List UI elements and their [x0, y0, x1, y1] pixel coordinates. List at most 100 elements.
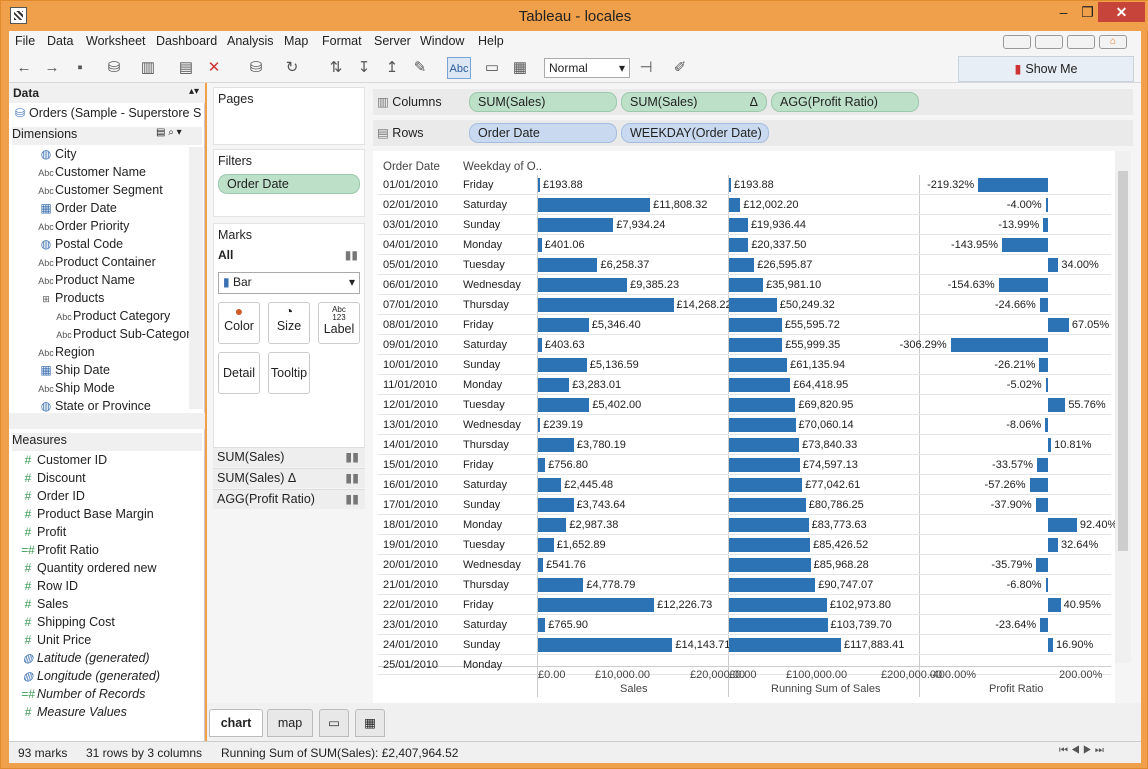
annotate-icon[interactable]: ✐	[673, 59, 687, 76]
tab-chart[interactable]: chart	[209, 709, 263, 737]
profit-ratio-bar[interactable]	[1040, 618, 1048, 632]
column-pill-sum-sales[interactable]: SUM(Sales)	[469, 92, 617, 112]
sales-bar[interactable]	[538, 238, 542, 252]
menu-file[interactable]: File	[15, 34, 36, 48]
dimension-field[interactable]: AbcProduct Sub-Categor	[55, 327, 189, 345]
maximize-icon[interactable]: ❐	[1081, 4, 1094, 20]
refresh-icon[interactable]: ↻	[285, 59, 299, 76]
running-sales-bar[interactable]	[729, 498, 806, 512]
dimension-field[interactable]: AbcOrder Priority	[37, 219, 189, 237]
measure-field[interactable]: =# Number of Records	[19, 687, 201, 705]
sales-bar[interactable]	[538, 538, 554, 552]
dimension-field[interactable]: ▦ Order Date	[37, 201, 189, 219]
fix-axes-icon[interactable]: ⊣	[639, 59, 653, 76]
show-mark-labels-button[interactable]: Abc	[447, 57, 471, 79]
highlight-icon[interactable]: ✎	[413, 59, 427, 76]
measure-field[interactable]: # Discount	[19, 471, 201, 489]
scroll-thumb[interactable]	[1118, 171, 1128, 551]
new-dashboard-tab-icon[interactable]: ▦	[355, 709, 385, 737]
detail-button[interactable]: Detail	[218, 352, 260, 394]
clear-sheet-icon[interactable]: ✕	[207, 59, 221, 76]
profit-ratio-bar[interactable]	[1043, 218, 1048, 232]
sales-bar[interactable]	[538, 478, 562, 492]
running-sales-bar[interactable]	[729, 458, 800, 472]
sales-bar[interactable]	[538, 258, 598, 272]
filter-pill-order-date[interactable]: Order Date	[218, 174, 360, 194]
sales-bar[interactable]	[538, 578, 584, 592]
profit-ratio-bar[interactable]	[1045, 418, 1048, 432]
dimension-field[interactable]: ⊞ Products	[37, 291, 189, 309]
tooltip-button[interactable]: Tooltip	[268, 352, 310, 394]
sheet-navigation-icons[interactable]: ⏮◀▶⏭	[1059, 745, 1107, 756]
measure-field[interactable]: # Customer ID	[19, 453, 201, 471]
dimension-field[interactable]: AbcCustomer Name	[37, 165, 189, 183]
running-sales-bar[interactable]	[729, 578, 816, 592]
measure-field[interactable]: # Order ID	[19, 489, 201, 507]
new-worksheet-tab-icon[interactable]: ▭	[319, 709, 349, 737]
running-sales-bar[interactable]	[729, 478, 803, 492]
measure-field[interactable]: # Row ID	[19, 579, 201, 597]
menu-format[interactable]: Format	[322, 34, 362, 48]
profit-ratio-bar[interactable]	[998, 278, 1048, 292]
profit-ratio-bar[interactable]	[1047, 518, 1077, 532]
profit-ratio-bar[interactable]	[1045, 578, 1048, 592]
new-data-source-icon[interactable]: ⛁	[107, 59, 121, 76]
new-worksheet-icon[interactable]: ▥	[140, 59, 156, 76]
running-sales-bar[interactable]	[729, 178, 731, 192]
measure-field[interactable]: ◍ Latitude (generated)	[19, 651, 201, 669]
measure-field[interactable]: # Profit	[19, 525, 201, 543]
measure-field[interactable]: # Quantity ordered new	[19, 561, 201, 579]
dimension-field[interactable]: AbcCustomer Segment	[37, 183, 189, 201]
sales-bar[interactable]	[538, 178, 540, 192]
running-sales-bar[interactable]	[729, 518, 809, 532]
running-sales-bar[interactable]	[729, 218, 748, 232]
profit-ratio-bar[interactable]	[1045, 378, 1048, 392]
running-sales-bar[interactable]	[729, 398, 796, 412]
dimension-field[interactable]: ▦ Ship Date	[37, 363, 189, 381]
sales-bar[interactable]	[538, 318, 589, 332]
sales-bar[interactable]	[538, 498, 574, 512]
dimension-field[interactable]: AbcProduct Name	[37, 273, 189, 291]
running-sales-bar[interactable]	[729, 618, 828, 632]
sales-bar[interactable]	[538, 198, 651, 212]
running-sales-bar[interactable]	[729, 438, 800, 452]
chart-vertical-scrollbar[interactable]	[1115, 151, 1131, 663]
dimension-field[interactable]: AbcShip Mode	[37, 381, 189, 399]
running-sales-bar[interactable]	[729, 538, 811, 552]
running-sales-bar[interactable]	[729, 598, 827, 612]
sort-ascending-icon[interactable]: ↧	[357, 59, 371, 76]
redo-icon[interactable]: →	[44, 59, 60, 76]
close-icon[interactable]: ✕	[1098, 2, 1145, 22]
menu-data[interactable]: Data	[47, 34, 74, 48]
tab-map[interactable]: map	[267, 709, 313, 737]
sales-bar[interactable]	[538, 398, 590, 412]
running-sales-bar[interactable]	[729, 418, 796, 432]
label-button[interactable]: Abc 123 Label	[318, 302, 360, 344]
running-sales-bar[interactable]	[729, 298, 777, 312]
running-sales-bar[interactable]	[729, 378, 791, 392]
sales-bar[interactable]	[538, 458, 546, 472]
profit-ratio-bar[interactable]	[1047, 398, 1066, 412]
size-button[interactable]: ◔ Size	[268, 302, 310, 344]
menu-dashboard[interactable]: Dashboard	[156, 34, 218, 48]
view-toggle-icon[interactable]: ▤ ⌕ ▾	[156, 127, 182, 138]
running-sales-bar[interactable]	[729, 638, 841, 652]
profit-ratio-bar[interactable]	[1047, 598, 1061, 612]
marks-profit-ratio[interactable]: AGG(Profit Ratio) ▮▮	[213, 489, 365, 509]
sales-bar[interactable]	[538, 218, 614, 232]
sales-bar[interactable]	[538, 558, 544, 572]
running-sales-bar[interactable]	[729, 558, 811, 572]
sales-bar[interactable]	[538, 618, 546, 632]
sales-bar[interactable]	[538, 278, 628, 292]
sales-bar[interactable]	[538, 438, 574, 452]
data-source-item[interactable]: ⛁ Orders (Sample - Superstore S...	[11, 106, 201, 124]
measure-field[interactable]: # Unit Price	[19, 633, 201, 651]
menu-window[interactable]: Window	[420, 34, 465, 48]
profit-ratio-bar[interactable]	[1036, 558, 1048, 572]
profit-ratio-bar[interactable]	[1029, 478, 1048, 492]
menu-map[interactable]: Map	[284, 34, 309, 48]
measure-field[interactable]: ◍ Longitude (generated)	[19, 669, 201, 687]
profit-ratio-bar[interactable]	[1039, 358, 1048, 372]
profit-ratio-bar[interactable]	[1002, 238, 1048, 252]
minimize-icon[interactable]: –	[1059, 4, 1068, 20]
